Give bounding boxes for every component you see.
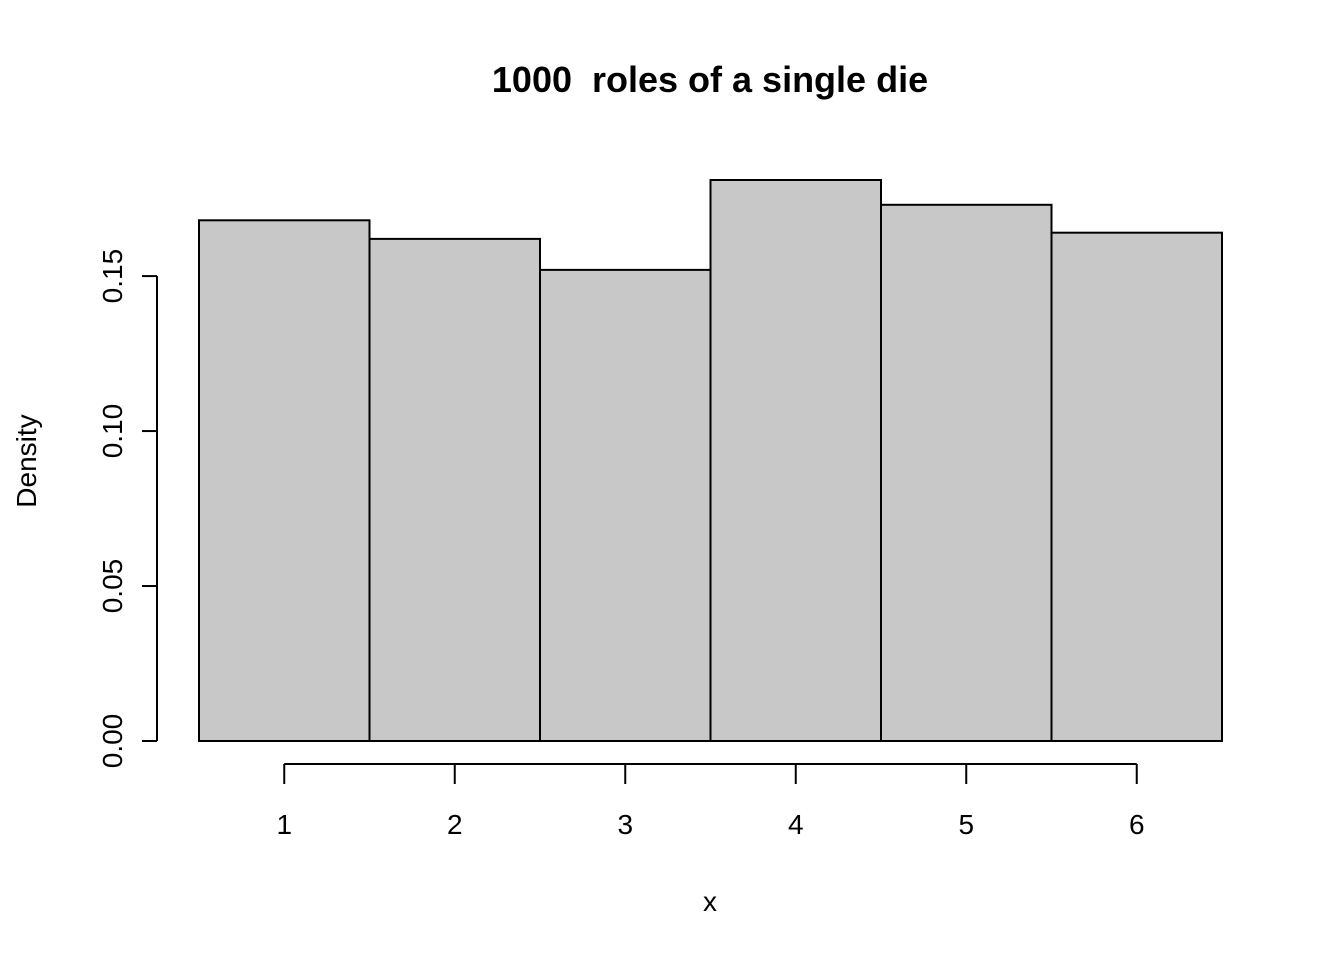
chart-title: 1000 roles of a single die	[492, 59, 928, 100]
histogram-bar-5	[880, 203, 1053, 742]
y-axis-label: Density	[11, 414, 42, 507]
x-tick-label: 1	[276, 809, 292, 840]
x-tick-label: 5	[958, 809, 974, 840]
x-tick-label: 3	[617, 809, 633, 840]
x-axis-label: x	[703, 886, 717, 917]
histogram-bar-6	[1050, 231, 1223, 742]
histogram-bar-4	[709, 179, 882, 742]
y-tick-label: 0.05	[97, 559, 128, 614]
y-axis: 0.00 0.05 0.10 0.15	[97, 249, 158, 769]
histogram-bar-3	[539, 268, 712, 742]
histogram-bar-1	[198, 219, 371, 742]
y-tick-label: 0.10	[97, 404, 128, 459]
bars-group	[198, 179, 1223, 742]
x-tick-label: 4	[788, 809, 804, 840]
x-tick-label: 2	[447, 809, 463, 840]
y-tick-label: 0.00	[97, 714, 128, 769]
histogram-bar-2	[368, 237, 541, 742]
y-tick-label: 0.15	[97, 249, 128, 304]
x-axis: 1 2 3 4 5 6	[276, 763, 1145, 840]
x-tick-label: 6	[1129, 809, 1145, 840]
